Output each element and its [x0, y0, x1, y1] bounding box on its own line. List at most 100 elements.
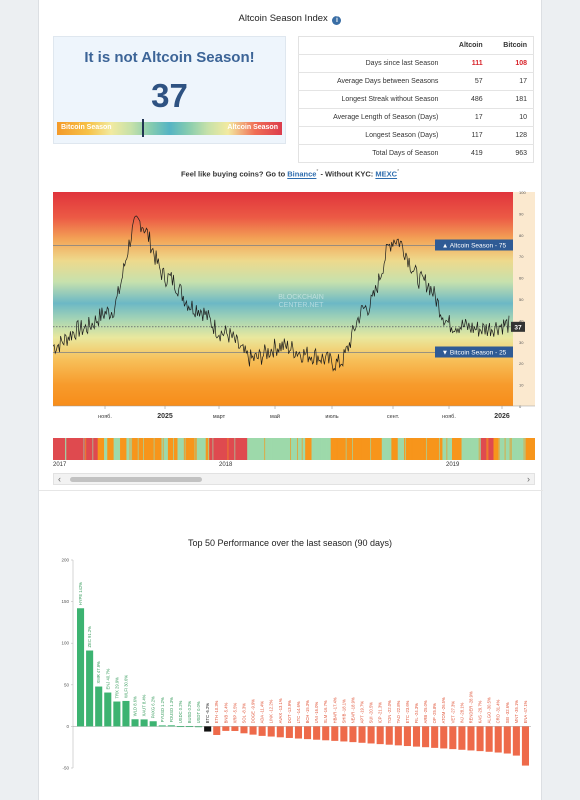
season-strip-tick — [204, 438, 205, 460]
season-strip-segment — [461, 438, 482, 460]
info-icon[interactable]: i — [332, 16, 342, 25]
top-performance-chart[interactable]: 200 150 100 50 0 -50 HYPE 142% ZEC 91.2% XMR 47.… — [53, 552, 535, 790]
bar-data-label: ETC -23.6% — [405, 700, 410, 723]
season-strip-tick — [487, 438, 489, 460]
season-strip-segment — [120, 438, 127, 460]
stat-bitcoin: 10 — [488, 108, 534, 127]
y-tick-label: 20 — [519, 361, 524, 366]
season-strip-tick — [85, 438, 87, 460]
bar-data-label: VET -27.3% — [450, 701, 455, 724]
strip-year-label: 2018 — [219, 462, 233, 468]
top-performance-section — [39, 490, 543, 800]
chevron-right-icon[interactable]: › — [527, 474, 530, 484]
season-strip-tick — [83, 438, 85, 460]
bar-data-label: TON -22.0% — [387, 700, 392, 723]
performance-bar — [521, 726, 530, 766]
performance-bar — [313, 726, 321, 740]
performance-bar — [222, 726, 230, 731]
season-strip-tick — [102, 438, 104, 460]
performance-bar — [104, 692, 112, 727]
stat-altcoin: 111 — [444, 54, 489, 73]
x-tick-label: нояб. — [98, 414, 112, 420]
performance-bar — [304, 726, 312, 740]
bar-data-label: ICP -21.3% — [378, 702, 383, 724]
season-strip-segment — [113, 438, 121, 460]
season-strip-tick — [171, 438, 172, 460]
season-strip-tick — [194, 438, 196, 460]
top-performance-title: Top 50 Performance over the last season … — [187, 538, 393, 548]
table-row: Days since last Season 111 108 — [298, 54, 534, 73]
bar-data-label: CRO -31.4% — [496, 699, 501, 723]
season-history-strip[interactable] — [53, 438, 535, 460]
bar-data-label: ATOM -26.5% — [441, 697, 446, 723]
stat-bitcoin: 108 — [488, 54, 534, 73]
stat-altcoin: 486 — [444, 90, 489, 109]
season-strip-segment — [183, 438, 197, 460]
bar-data-label: USDT 0.0% — [196, 701, 201, 723]
season-strip-tick — [92, 438, 94, 460]
bar-data-label: FIL -24.3% — [414, 703, 419, 724]
season-strip-tick — [389, 438, 391, 460]
y-tick-label: 40 — [519, 318, 524, 323]
performance-bar — [213, 726, 221, 735]
season-strip-tick — [136, 438, 138, 460]
season-strip-tick — [166, 438, 167, 460]
y-tick-label: 80 — [519, 233, 524, 238]
season-strip-tick — [510, 438, 512, 460]
bar-data-label: SOL -8.3% — [241, 703, 246, 724]
performance-bar — [440, 726, 448, 749]
binance-link[interactable]: Binance — [287, 169, 317, 179]
y-tick-label: 150 — [61, 599, 69, 604]
scrollbar-thumb[interactable] — [70, 477, 202, 482]
bar-data-label: USDC 0.2% — [178, 700, 183, 723]
promo-middle: - Without KYC: — [318, 169, 376, 179]
performance-bar — [412, 726, 421, 747]
season-strip-segment — [97, 438, 105, 460]
season-strip-tick — [227, 438, 229, 460]
stat-altcoin: 419 — [444, 144, 489, 163]
season-strip-tick — [352, 438, 353, 460]
performance-bar — [485, 726, 493, 752]
season-strip-tick — [187, 438, 189, 460]
promo-line: Feel like buying coins? Go to Binance* -… — [39, 169, 541, 179]
season-strip-tick — [345, 438, 347, 460]
performance-bar — [158, 725, 166, 727]
bar-data-label: XLM -16.7% — [323, 700, 328, 723]
mexc-link[interactable]: MEXC — [375, 169, 398, 179]
performance-bar — [167, 725, 175, 727]
bar-data-label: DOT -13.9% — [287, 700, 292, 723]
y-tick-label: 200 — [61, 558, 69, 563]
stat-label: Days since last Season — [298, 54, 445, 73]
altcoin-index-chart[interactable]: 1009080706050403020100BLOCKCHAINCENTER.N… — [53, 188, 535, 424]
y-tick-label: -50 — [62, 766, 69, 771]
season-strip-segment — [499, 438, 526, 460]
season-strip-tick — [380, 438, 382, 460]
y-tick-label: 90 — [519, 211, 524, 216]
page-panel: Altcoin Season Index i It is not Altcoin… — [38, 0, 543, 800]
season-strip-tick — [291, 438, 293, 460]
x-tick-label: март — [213, 414, 226, 420]
stat-bitcoin: 128 — [488, 126, 534, 145]
season-strip-segment — [177, 438, 185, 460]
season-strip-tick — [446, 438, 448, 460]
season-strip-tick — [486, 438, 488, 460]
performance-bar — [86, 650, 94, 727]
mexc-mark: * — [397, 169, 400, 175]
performance-bar — [294, 726, 303, 739]
x-tick-label: сент. — [387, 414, 400, 420]
table-header-altcoin: Altcoin — [444, 36, 489, 55]
performance-bar — [185, 726, 194, 728]
bar-data-label: XRP -5.5% — [232, 702, 237, 723]
chevron-left-icon[interactable]: ‹ — [58, 474, 61, 484]
performance-bar — [367, 726, 375, 744]
bar-data-label: BNB -5.4% — [223, 702, 228, 723]
chart-background — [53, 192, 513, 406]
strip-year-axis: 2017 2018 2019 — [53, 462, 535, 472]
performance-bar — [195, 726, 203, 728]
season-strip-tick — [162, 438, 164, 460]
season-strip-tick — [207, 438, 209, 460]
performance-bar — [276, 726, 284, 738]
strip-scrollbar[interactable]: ‹ › — [53, 473, 535, 485]
bar-data-label: FDUSD 1.3% — [169, 697, 174, 722]
season-strip-segment — [493, 438, 501, 460]
